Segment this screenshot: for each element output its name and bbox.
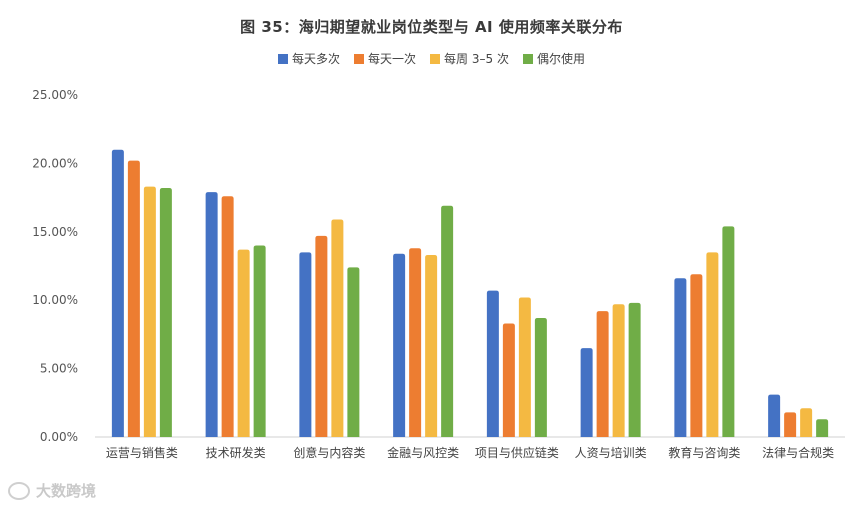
x-tick-label: 项目与供应链类 — [475, 445, 559, 460]
bar — [706, 252, 719, 437]
bar — [534, 317, 547, 437]
bar — [221, 196, 234, 437]
x-tick-label: 金融与风控类 — [387, 445, 459, 460]
bar — [425, 255, 438, 437]
x-tick-label: 法律与合规类 — [762, 445, 834, 460]
bar — [111, 149, 124, 437]
bar — [393, 253, 406, 437]
bar — [143, 186, 156, 437]
bar — [784, 412, 797, 437]
bar — [768, 394, 781, 437]
bar — [800, 408, 813, 437]
legend-swatch — [522, 53, 533, 64]
bar — [127, 160, 140, 437]
legend-item: 偶尔使用 — [522, 50, 585, 67]
bar — [816, 419, 829, 437]
legend-item: 每周 3–5 次 — [430, 50, 509, 67]
bar — [253, 245, 266, 437]
y-tick-label: 20.00% — [32, 156, 78, 170]
legend-swatch — [278, 53, 289, 64]
bar — [722, 226, 735, 437]
bar — [612, 304, 625, 437]
legend-swatch — [430, 53, 441, 64]
bar — [628, 302, 641, 437]
chart-title: 图 35：海归期望就业岗位类型与 AI 使用频率关联分布 — [240, 18, 623, 36]
bar — [596, 311, 609, 437]
legend-label: 每天多次 — [292, 52, 341, 66]
bar — [441, 205, 454, 437]
bar — [159, 188, 172, 437]
legend: 每天多次 每天一次 每周 3–5 次 偶尔使用 — [0, 50, 863, 67]
bar — [674, 278, 687, 437]
y-tick-label: 25.00% — [32, 88, 78, 102]
y-tick-label: 0.00% — [40, 430, 78, 444]
x-tick-label: 运营与销售类 — [106, 445, 178, 460]
watermark-text: 大数跨境 — [36, 482, 97, 500]
legend-swatch — [354, 53, 365, 64]
bar — [409, 248, 422, 437]
bar — [518, 297, 531, 437]
bar — [237, 249, 250, 437]
bar — [502, 323, 515, 437]
bar — [690, 274, 703, 437]
x-tick-label: 技术研发类 — [206, 445, 266, 460]
legend-item: 每天一次 — [354, 50, 416, 67]
bar — [486, 290, 499, 437]
y-tick-label: 5.00% — [40, 362, 78, 376]
bar — [580, 348, 593, 437]
legend-label: 每周 3–5 次 — [444, 52, 509, 66]
watermark: 大数跨境 — [8, 480, 96, 501]
x-tick-label: 教育与咨询类 — [668, 445, 740, 460]
x-tick-label: 创意与内容类 — [293, 445, 365, 460]
bar — [205, 192, 218, 437]
y-tick-label: 10.00% — [32, 293, 78, 307]
legend-item: 每天多次 — [278, 50, 340, 67]
bar — [315, 235, 328, 437]
watermark-logo-icon — [8, 481, 30, 500]
bar — [347, 267, 360, 437]
bar — [299, 252, 312, 437]
y-tick-label: 15.00% — [32, 225, 78, 239]
bar — [331, 219, 344, 437]
legend-label: 偶尔使用 — [536, 52, 585, 66]
x-tick-label: 人资与培训类 — [575, 445, 647, 460]
legend-label: 每天一次 — [368, 52, 417, 66]
